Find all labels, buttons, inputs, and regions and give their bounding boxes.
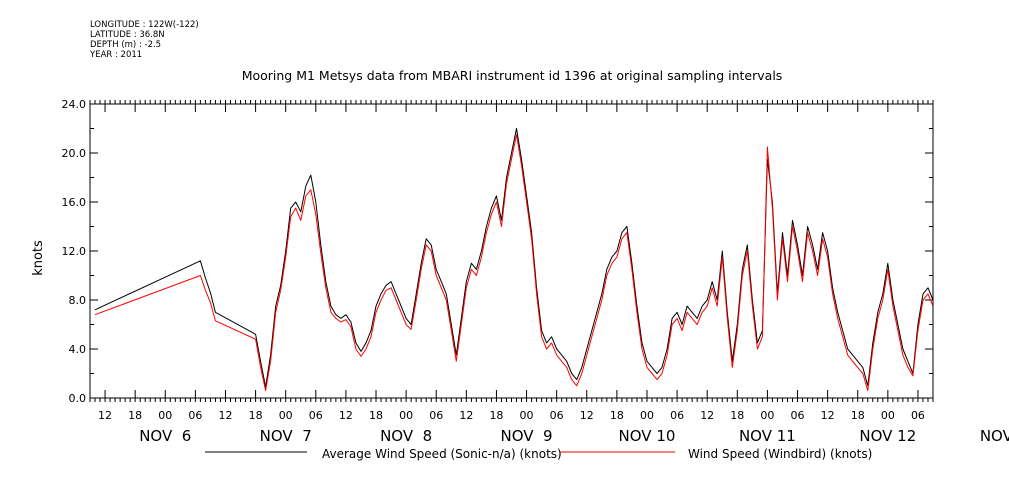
metadata-block: LONGITUDE : 122W(-122) LATITUDE : 36.8N … (90, 20, 199, 60)
chart-title: Mooring M1 Metsys data from MBARI instru… (242, 68, 783, 83)
y-tick-label: 20.0 (62, 147, 87, 160)
x-hour-label: 00 (399, 409, 413, 422)
y-tick-label: 16.0 (62, 196, 87, 209)
x-day-label: NOV 13 (980, 427, 1009, 445)
longitude-label: LONGITUDE : 122W(-122) (90, 20, 199, 30)
x-day-label: NOV 8 (380, 427, 432, 445)
series-line-1 (94, 128, 934, 388)
x-hour-label: 06 (791, 409, 805, 422)
x-hour-label: 12 (580, 409, 594, 422)
legend-label: Wind Speed (Windbird) (knots) (688, 447, 872, 461)
x-hour-label: 12 (821, 409, 835, 422)
x-hour-label: 18 (851, 409, 865, 422)
x-hour-label: 12 (459, 409, 473, 422)
depth-label: DEPTH (m) : -2.5 (90, 40, 162, 50)
x-hour-label: 18 (730, 409, 744, 422)
x-hour-label: 00 (158, 409, 172, 422)
y-axis-label: knots (31, 240, 46, 276)
x-hour-label: 06 (188, 409, 202, 422)
x-day-label: NOV 9 (500, 427, 552, 445)
legend-label: Average Wind Speed (Sonic-n/a) (knots) (322, 447, 562, 461)
year-label: YEAR : 2011 (90, 50, 143, 60)
x-hour-label: 06 (550, 409, 564, 422)
series-line-2 (94, 134, 934, 392)
plot-frame (89, 103, 934, 399)
latitude-label: LATITUDE : 36.8N (90, 30, 165, 40)
series-layer (94, 128, 934, 392)
x-day-label: NOV 11 (739, 427, 796, 445)
x-hour-label: 06 (309, 409, 323, 422)
x-hour-label: 18 (610, 409, 624, 422)
minor-ticks (89, 100, 934, 402)
y-tick-label: 4.0 (69, 343, 87, 356)
y-tick-label: 24.0 (62, 98, 87, 111)
x-hour-label: 00 (760, 409, 774, 422)
x-day-label: NOV 7 (260, 427, 312, 445)
x-day-label: NOV 10 (619, 427, 676, 445)
x-hour-label: 00 (520, 409, 534, 422)
y-tick-label: 0.0 (69, 392, 87, 405)
x-hour-label: 12 (339, 409, 353, 422)
x-hour-label: 06 (670, 409, 684, 422)
x-hour-label: 18 (489, 409, 503, 422)
legend: Average Wind Speed (Sonic-n/a) (knots) Wi… (205, 447, 872, 461)
x-hour-label: 12 (98, 409, 112, 422)
x-day-label: NOV 12 (859, 427, 916, 445)
x-hour-label: 06 (429, 409, 443, 422)
x-hour-label: 18 (128, 409, 142, 422)
x-hour-label: 00 (881, 409, 895, 422)
y-tick-label: 8.0 (69, 294, 87, 307)
y-ticks: 0.0 4.0 8.0 12.0 16.0 20.0 24.0 (62, 98, 933, 405)
x-day-label: NOV 6 (139, 427, 191, 445)
x-hour-label: 00 (279, 409, 293, 422)
x-hour-label: 12 (218, 409, 232, 422)
x-hour-label: 06 (911, 409, 925, 422)
x-hour-label: 18 (249, 409, 263, 422)
x-ticks: 12 18 00 06 12 18 00 06 12 18 00 06 12 18 00 06 12 18 00 06… (98, 104, 1009, 445)
y-tick-label: 12.0 (62, 245, 87, 258)
x-hour-label: 18 (369, 409, 383, 422)
x-hour-label: 12 (700, 409, 714, 422)
x-hour-label: 00 (640, 409, 654, 422)
